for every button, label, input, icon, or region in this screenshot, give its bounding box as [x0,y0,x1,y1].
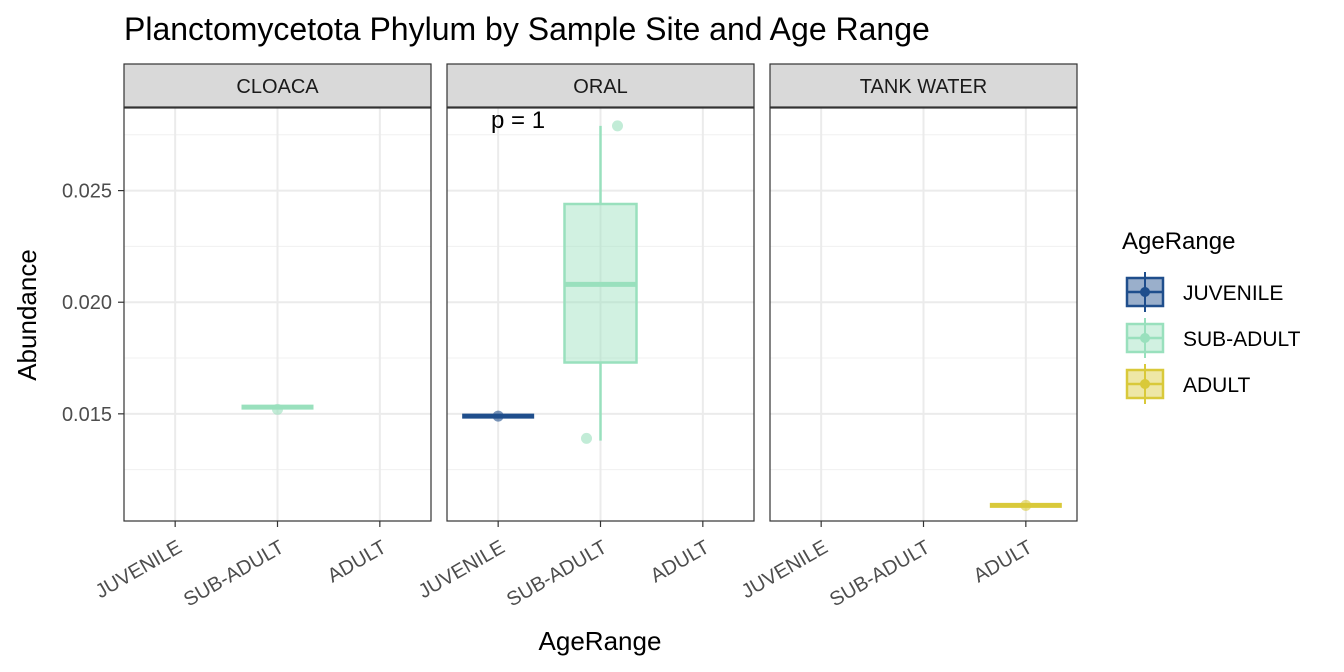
y-tick-label: 0.015 [62,404,112,426]
legend: AgeRange JUVENILE SUB-ADULT ADULT [1122,228,1301,404]
legend-item-juvenile: JUVENILE [1125,272,1283,312]
chart-title: Planctomycetota Phylum by Sample Site an… [124,11,930,47]
legend-key-point [1140,333,1150,343]
legend-title: AgeRange [1122,228,1235,255]
panel-annotation: p = 1 [491,107,545,134]
facet-strip [446,63,755,108]
box-sub-adult [563,125,638,441]
x-tick-label: SUB-ADULT [826,536,934,611]
x-tick-label: SUB-ADULT [503,536,611,611]
x-tick-label: JUVENILE [415,536,509,603]
legend-item-label: SUB-ADULT [1183,328,1301,351]
legend-key-point [1140,287,1150,297]
x-axis-label: AgeRange [539,626,662,656]
x-tick-label: SUB-ADULT [180,536,288,611]
facet-label: TANK WATER [860,76,987,98]
data-point [272,403,283,415]
legend-key-point [1140,379,1150,389]
x-tick-label: ADULT [324,536,391,587]
x-tick-label: JUVENILE [92,536,186,603]
legend-item-adult: ADULT [1125,364,1250,404]
legend-items: JUVENILE SUB-ADULT ADULT [1125,272,1301,404]
x-tick-label: ADULT [970,536,1037,587]
x-tick-label: ADULT [647,536,714,587]
data-point [612,120,623,132]
y-axis-label: Abundance [12,249,42,381]
data-point [581,432,592,444]
data-point [492,410,504,422]
facet-label: CLOACA [236,76,319,98]
facet-label: ORAL [573,76,627,98]
y-tick-label: 0.025 [62,181,112,203]
data-point [1020,499,1032,511]
legend-item-label: ADULT [1183,374,1250,397]
facet-strip [769,63,1078,108]
legend-item-sub-adult: SUB-ADULT [1125,318,1301,358]
facet-strip [123,63,432,108]
y-tick-label: 0.020 [62,292,112,314]
legend-item-label: JUVENILE [1183,282,1283,305]
x-tick-label: JUVENILE [738,536,832,603]
